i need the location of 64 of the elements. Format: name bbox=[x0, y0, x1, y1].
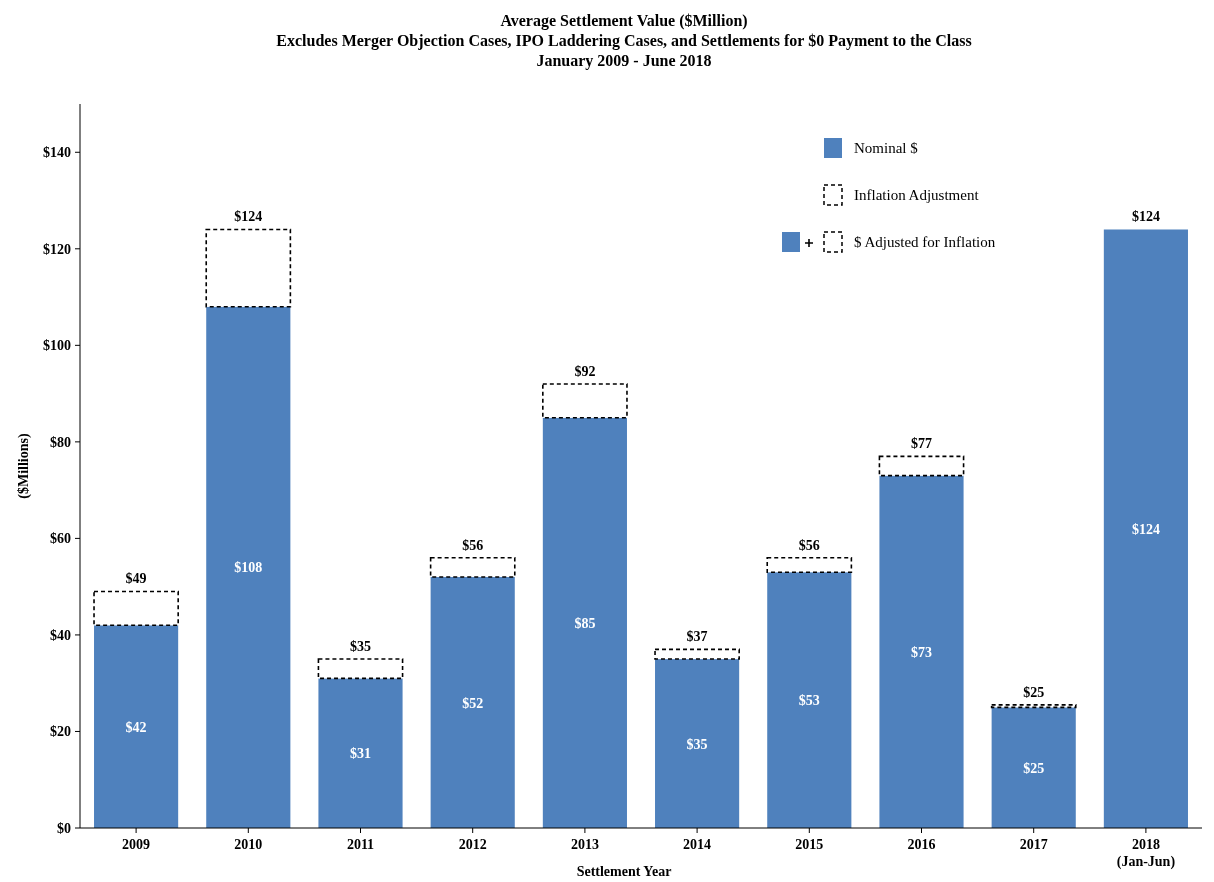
total-label: $56 bbox=[462, 537, 484, 553]
bar bbox=[879, 475, 964, 828]
bar bbox=[430, 577, 515, 828]
x-tick-label: 2010 bbox=[234, 837, 263, 852]
data-label: $31 bbox=[350, 746, 371, 762]
data-label: $25 bbox=[1023, 760, 1045, 776]
y-axis-title: ($Millions) bbox=[16, 433, 32, 499]
data-label: $53 bbox=[798, 693, 820, 709]
bar bbox=[991, 707, 1076, 828]
x-tick-label: 2014 bbox=[683, 837, 712, 852]
y-tick-label: $140 bbox=[43, 145, 71, 161]
y-tick-label: $100 bbox=[43, 338, 71, 354]
bar bbox=[429, 556, 516, 578]
total-label: $49 bbox=[125, 571, 147, 587]
data-label: $108 bbox=[234, 560, 263, 576]
bar bbox=[542, 417, 627, 828]
x-tick-label: 2012 bbox=[458, 837, 487, 852]
total-label: $37 bbox=[686, 629, 708, 645]
y-tick-label: $20 bbox=[50, 724, 71, 740]
annotation: $ Adjusted for Inflation bbox=[854, 234, 996, 250]
total-label: $25 bbox=[1023, 684, 1045, 700]
total-label: $124 bbox=[234, 209, 263, 225]
x-tick-label: 2011 bbox=[346, 837, 375, 852]
bar bbox=[1103, 229, 1188, 828]
total-label: $56 bbox=[798, 537, 820, 553]
bar bbox=[878, 455, 965, 477]
total-label: $124 bbox=[1131, 209, 1160, 225]
y-tick-label: $120 bbox=[43, 241, 71, 257]
bar bbox=[205, 228, 292, 308]
data-label: $35 bbox=[686, 736, 708, 752]
x-axis-title: Settlement Year bbox=[576, 864, 672, 879]
bar bbox=[767, 572, 852, 828]
x-tick-label: 2009 bbox=[122, 837, 151, 852]
y-tick-label: $0 bbox=[57, 821, 71, 836]
bar bbox=[542, 383, 628, 419]
total-label: $92 bbox=[574, 363, 596, 379]
bar bbox=[318, 678, 403, 828]
bar bbox=[206, 306, 291, 828]
bar bbox=[317, 658, 404, 680]
x-tick-label: 2013 bbox=[570, 837, 599, 852]
y-tick-label: $40 bbox=[50, 627, 71, 643]
chart-subtitle: Excludes Merger Objection Cases, IPO Laddering Cases, and Settlements for $0 Payment to the Class January 2009 - June 2018 bbox=[276, 32, 972, 70]
x-tick-label: 2015 bbox=[795, 837, 824, 852]
bar bbox=[654, 648, 740, 660]
bar bbox=[990, 704, 1077, 709]
data-label: $85 bbox=[574, 615, 596, 631]
chart-title: Average Settlement Value ($Million) bbox=[500, 12, 748, 30]
y-tick-label: $80 bbox=[50, 434, 71, 450]
total-label: $77 bbox=[911, 436, 932, 452]
x-tick-label: 2016 bbox=[907, 837, 936, 852]
y-tick-label: $60 bbox=[50, 531, 71, 547]
data-label: $52 bbox=[462, 695, 484, 711]
data-label: $42 bbox=[125, 719, 147, 735]
data-label: $124 bbox=[1131, 521, 1160, 537]
bar bbox=[94, 625, 179, 828]
x-tick-label: 2017 bbox=[1019, 837, 1048, 852]
legend-label: Inflation Adjustment bbox=[854, 187, 980, 203]
legend-label: Nominal $ bbox=[854, 140, 919, 156]
total-label: $35 bbox=[350, 639, 371, 655]
data-label: $73 bbox=[911, 644, 932, 660]
x-tick-label: 2018 (Jan-Jun) bbox=[1116, 837, 1176, 870]
bar bbox=[93, 590, 179, 627]
bar bbox=[655, 659, 740, 828]
bar bbox=[766, 556, 853, 573]
